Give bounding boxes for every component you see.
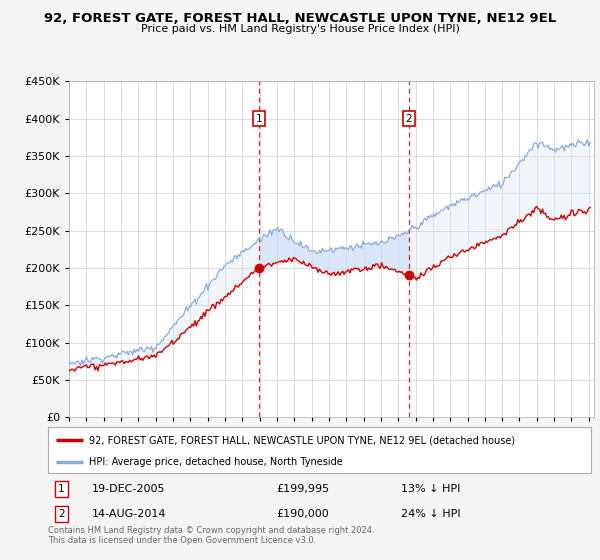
Text: 2: 2 (406, 114, 412, 124)
Text: 24% ↓ HPI: 24% ↓ HPI (401, 509, 461, 519)
Text: This data is licensed under the Open Government Licence v3.0.: This data is licensed under the Open Gov… (48, 536, 316, 545)
Text: 1: 1 (256, 114, 262, 124)
Text: Contains HM Land Registry data © Crown copyright and database right 2024.: Contains HM Land Registry data © Crown c… (48, 526, 374, 535)
Text: £199,995: £199,995 (276, 484, 329, 494)
Text: 19-DEC-2005: 19-DEC-2005 (91, 484, 165, 494)
Text: £190,000: £190,000 (276, 509, 329, 519)
Text: HPI: Average price, detached house, North Tyneside: HPI: Average price, detached house, Nort… (89, 457, 343, 466)
Text: 92, FOREST GATE, FOREST HALL, NEWCASTLE UPON TYNE, NE12 9EL (detached house): 92, FOREST GATE, FOREST HALL, NEWCASTLE … (89, 435, 515, 445)
Text: 1: 1 (58, 484, 65, 494)
Text: Price paid vs. HM Land Registry's House Price Index (HPI): Price paid vs. HM Land Registry's House … (140, 24, 460, 34)
Text: 92, FOREST GATE, FOREST HALL, NEWCASTLE UPON TYNE, NE12 9EL: 92, FOREST GATE, FOREST HALL, NEWCASTLE … (44, 12, 556, 25)
Text: 2: 2 (58, 509, 65, 519)
Text: 13% ↓ HPI: 13% ↓ HPI (401, 484, 460, 494)
Text: 14-AUG-2014: 14-AUG-2014 (91, 509, 166, 519)
